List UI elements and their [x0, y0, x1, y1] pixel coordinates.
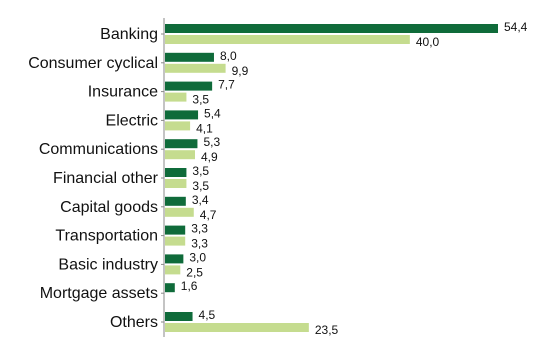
value-label: 4,1	[196, 121, 213, 135]
bar-series-1	[165, 225, 186, 235]
category-label: Basic industry	[58, 256, 158, 273]
value-label: 4,9	[201, 150, 218, 164]
value-label: 23,5	[315, 323, 339, 337]
bar-series-1	[165, 254, 184, 264]
bar-series-1	[165, 81, 213, 91]
category-label: Capital goods	[60, 199, 158, 216]
value-label: 8,0	[220, 49, 237, 63]
bar-series-2	[165, 35, 410, 44]
category-label: Insurance	[88, 84, 158, 101]
bar-series-2	[165, 323, 309, 332]
bar-series-1	[165, 110, 199, 120]
value-label: 3,0	[189, 250, 206, 264]
value-label: 1,6	[181, 279, 198, 293]
value-label: 3,4	[192, 193, 209, 207]
bar-series-1	[165, 139, 198, 149]
value-label: 40,0	[416, 35, 440, 49]
bar-series-2	[165, 150, 195, 160]
bar-series-2	[165, 207, 194, 217]
category-label: Communications	[39, 141, 158, 158]
category-label: Transportation	[55, 228, 158, 245]
bar-series-1	[165, 24, 498, 33]
category-label: Others	[110, 314, 158, 331]
category-label: Electric	[106, 112, 158, 129]
value-label: 5,3	[203, 135, 220, 149]
value-label: 3,5	[192, 179, 209, 193]
value-label: 4,7	[200, 208, 217, 222]
value-label: 3,5	[192, 164, 209, 178]
value-label: 3,3	[191, 237, 208, 251]
bar-series-2	[165, 236, 186, 246]
value-label: 7,7	[218, 78, 235, 92]
bar-series-2	[165, 92, 187, 102]
value-label: 9,9	[232, 64, 249, 78]
category-label: Financial other	[53, 170, 159, 187]
bar-series-1	[165, 312, 193, 321]
bar-series-1	[165, 283, 175, 293]
value-label: 4,5	[199, 308, 216, 322]
category-label: Mortgage assets	[40, 285, 158, 302]
bar-series-1	[165, 196, 186, 206]
value-label: 54,4	[504, 20, 528, 34]
value-label: 2,5	[186, 265, 203, 279]
bar-series-2	[165, 265, 181, 275]
category-label: Consumer cyclical	[28, 55, 158, 72]
value-label: 5,4	[204, 106, 221, 120]
bar-series-1	[165, 52, 214, 62]
bar-series-2	[165, 121, 191, 131]
bar-series-2	[165, 179, 187, 188]
value-label: 3,5	[192, 93, 209, 107]
bar-series-1	[165, 168, 187, 177]
bar-series-2	[165, 63, 226, 73]
value-label: 3,3	[191, 222, 208, 236]
category-label: Banking	[100, 26, 158, 43]
